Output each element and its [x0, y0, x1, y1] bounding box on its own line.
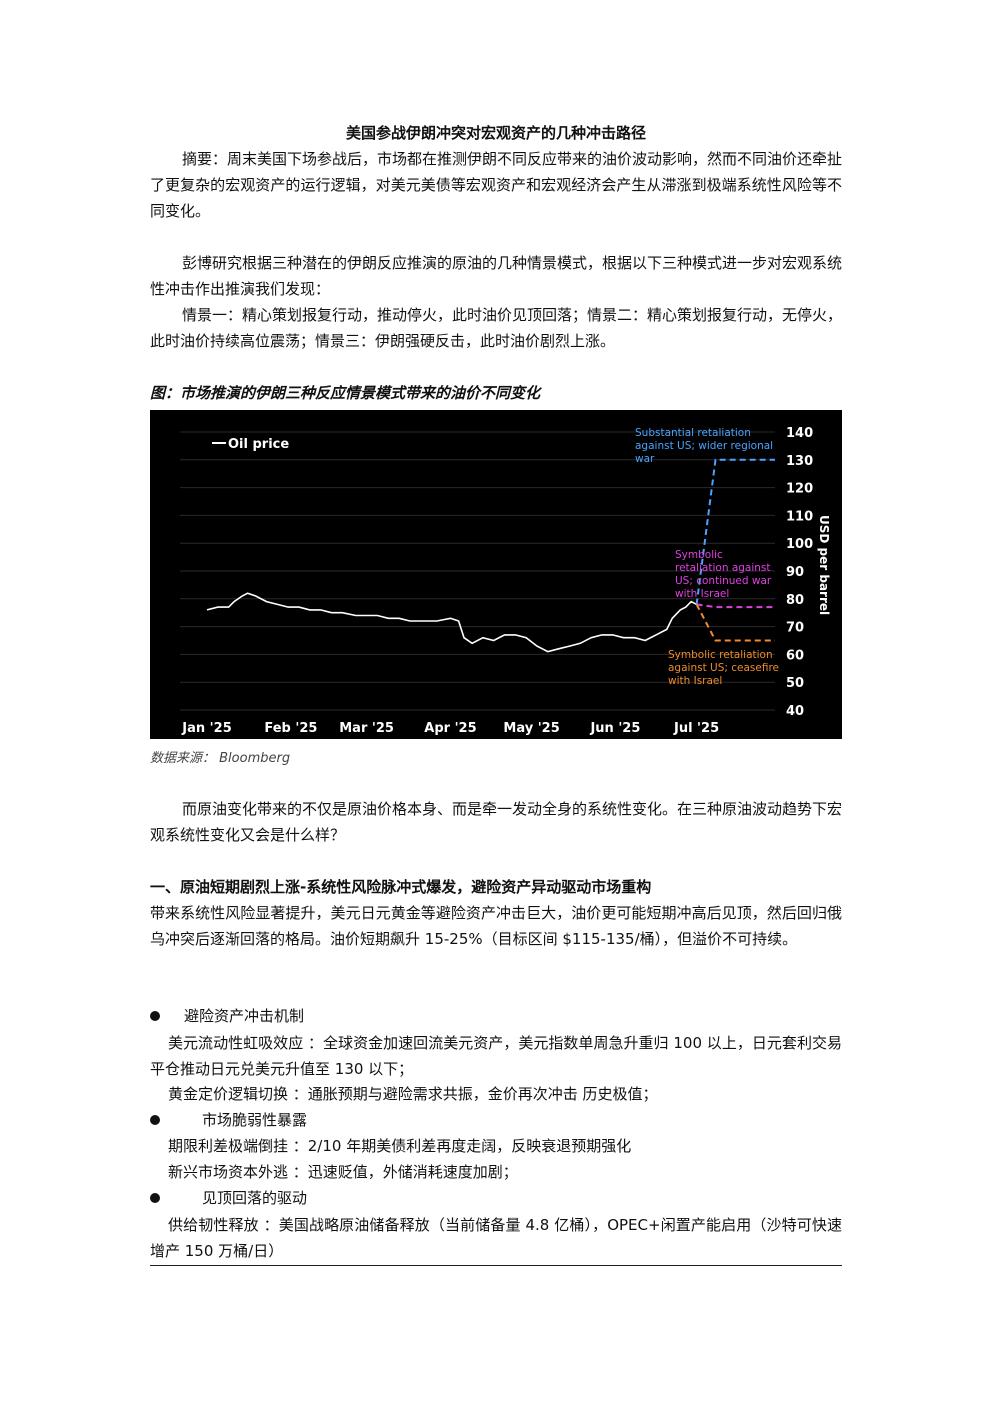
scenario-annotation: US; continued war	[675, 575, 772, 587]
scenario-annotation: against US; wider regional	[635, 440, 773, 452]
bullet-dot-icon	[150, 1011, 160, 1021]
after-chart-paragraph: 而原油变化带来的不仅是原油价格本身、而是牵一发动全身的系统性变化。在三种原油波动…	[150, 800, 843, 844]
section-heading: 一、原油短期剧烈上涨-系统性风险脉冲式爆发，避险资产异动驱动市场重构	[150, 878, 652, 896]
bullet-subitem: 新兴市场资本外逃 ：迅速贬值，外储消耗速度加剧；	[168, 1163, 518, 1181]
bottom-rule	[150, 1265, 842, 1266]
oil-price-line	[206, 592, 697, 653]
x-tick-label: Jul '25	[673, 721, 719, 736]
y-tick-label: 100	[786, 537, 813, 552]
y-tick-label: 120	[786, 482, 813, 497]
y-tick-label: 110	[786, 509, 813, 524]
scenario-annotation: against US; ceasefire	[668, 662, 779, 674]
scenario-annotation: Symbolic	[675, 549, 723, 561]
bullet-label: 避险资产冲击机制	[184, 1007, 305, 1025]
bullet-subitem: 黄金定价逻辑切换 ：通胀预期与避险需求共振，金价再次冲击 历史极值；	[168, 1085, 658, 1103]
bullet-dot-icon	[150, 1193, 160, 1203]
bullet-dot-icon	[150, 1115, 160, 1125]
scenario-line	[695, 603, 775, 642]
x-tick-label: Jun '25	[589, 721, 640, 736]
scenario-annotation: with Israel	[675, 588, 729, 600]
figure-caption: 图：市场推演的伊朗三种反应情景模式带来的油价不同变化	[150, 384, 541, 402]
chart-svg: 40 50 60 70 80 90 100 110 120 130 140 Jan '25 Feb '2…	[180, 426, 831, 736]
legend-label: Oil price	[228, 437, 289, 452]
scenarios-paragraph: 情景一：精心策划报复行动，推动停火，此时油价见顶回落；情景二：精心策划报复行动，…	[150, 306, 843, 350]
scenario-annotation: Substantial retaliation	[635, 427, 751, 439]
document-title: 美国参战伊朗冲突对宏观资产的几种冲击路径	[345, 124, 646, 142]
y-tick-label: 90	[786, 565, 804, 580]
y-tick-label: 60	[786, 648, 804, 663]
bullet-subitem: 期限利差极端倒挂 ：2/10 年期美债利差再度走阔，反映衰退预期强化	[168, 1137, 632, 1155]
scenario-annotation: with Israel	[668, 675, 722, 687]
source-note: 数据来源： Bloomberg	[150, 751, 291, 766]
y-tick-label: 80	[786, 593, 804, 608]
scenario-annotation: retaliation against	[675, 562, 771, 574]
scenario-line	[696, 603, 775, 609]
bullet-subitem: 供给韧性释放 ：美国战略原油储备释放（当前储备量 4.8 亿桶），OPEC+闲置…	[150, 1216, 842, 1260]
y-tick-label: 40	[786, 704, 804, 719]
y-tick-label: 50	[786, 676, 804, 691]
x-tick-label: Feb '25	[264, 721, 317, 736]
oil-price-chart: 40 50 60 70 80 90 100 110 120 130 140 Jan '25 Feb '2…	[150, 410, 842, 739]
scenario-annotation: Symbolic retaliation	[668, 649, 773, 661]
bullet-label: 见顶回落的驱动	[202, 1189, 308, 1207]
scenario-annotation: war	[635, 453, 655, 465]
bullet-subitem: 美元流动性虹吸效应 ：全球资金加速回流美元资产，美元指数单周急升重归 100 以…	[150, 1034, 842, 1078]
y-axis-label: USD per barrel	[817, 515, 831, 615]
y-tick-label: 130	[786, 454, 813, 469]
y-tick-label: 140	[786, 426, 813, 441]
abstract-paragraph: 摘要：周末美国下场参战后，市场都在推测伊朗不同反应带来的油价波动影响，然而不同油…	[150, 150, 843, 220]
intro-paragraph: 彭博研究根据三种潜在的伊朗反应推演的原油的几种情景模式，根据以下三种模式进一步对…	[150, 254, 843, 298]
x-tick-label: Mar '25	[339, 721, 394, 736]
scenario-line	[695, 458, 775, 605]
x-tick-label: May '25	[503, 721, 559, 736]
bullet-label: 市场脆弱性暴露	[202, 1111, 308, 1129]
section-body: 带来系统性风险显著提升，美元日元黄金等避险资产冲击巨大，油价更可能短期冲高后见顶…	[150, 904, 842, 948]
x-tick-label: Jan '25	[181, 721, 231, 736]
x-tick-label: Apr '25	[424, 721, 476, 736]
y-tick-label: 70	[786, 621, 804, 636]
